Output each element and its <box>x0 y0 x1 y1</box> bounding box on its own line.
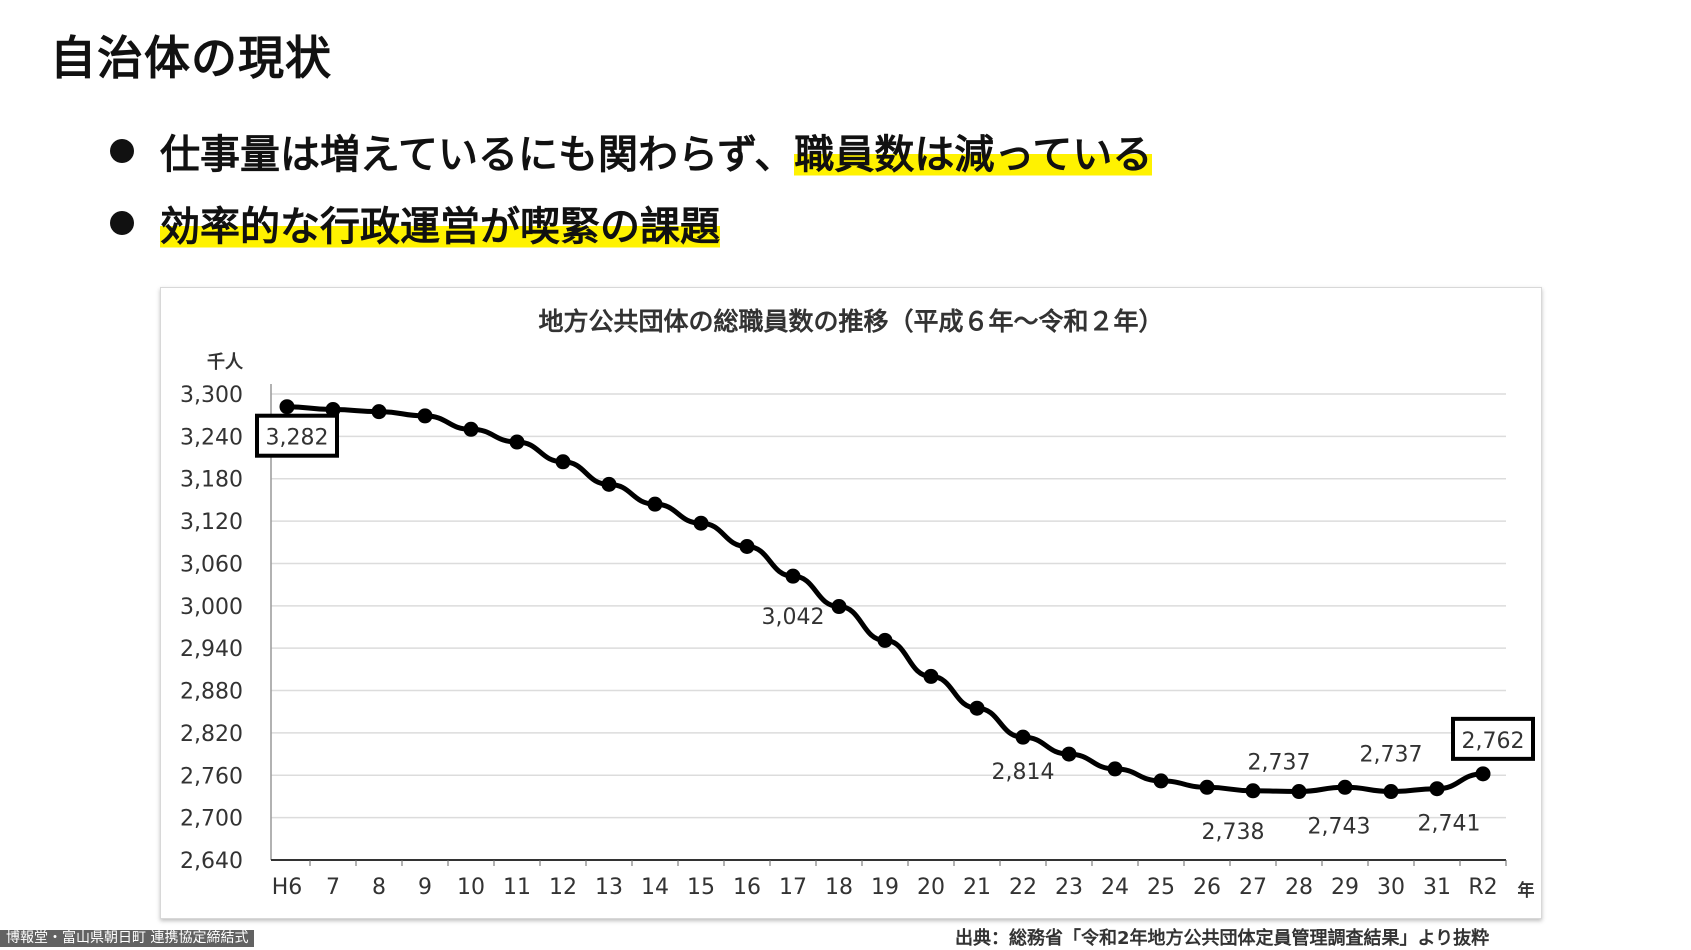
y-tick-label: 3,000 <box>180 595 243 620</box>
data-label: 2,762 <box>1462 729 1525 754</box>
x-tick-label: 31 <box>1423 875 1451 900</box>
x-tick-label: 24 <box>1101 875 1129 900</box>
x-tick-label: 21 <box>963 875 991 900</box>
data-label-box <box>255 413 339 458</box>
data-point <box>785 568 801 584</box>
y-tick-label: 2,760 <box>180 764 243 789</box>
y-tick-label: 2,940 <box>180 637 243 662</box>
data-point <box>877 632 893 648</box>
data-point <box>1153 773 1169 789</box>
data-point <box>509 434 525 450</box>
data-point <box>1383 784 1399 800</box>
data-point <box>831 599 847 615</box>
bullet-1-highlight: 職員数は減っている <box>794 122 1153 180</box>
data-label: 2,814 <box>992 760 1055 785</box>
source-note: 出典：総務省「令和2年地方公共団体定員管理調査結果」より抜粋 <box>955 928 1490 949</box>
data-point <box>1107 761 1123 777</box>
y-tick-label: 3,180 <box>180 468 243 493</box>
x-tick-label: 19 <box>871 875 899 900</box>
video-caption: 博報堂・富山県朝日町 連携協定締結式 <box>0 930 255 947</box>
bullet-2: 効率的な行政運営が喫緊の課題 <box>110 194 720 252</box>
data-point <box>1199 779 1215 795</box>
data-point <box>1245 783 1261 799</box>
y-tick-label: 2,820 <box>180 722 243 747</box>
x-tick-label: 20 <box>917 875 945 900</box>
x-tick-label: 10 <box>457 875 485 900</box>
slide-title: 自治体の現状 <box>50 31 332 85</box>
chart-title: 地方公共団体の総職員数の推移（平成６年～令和２年） <box>538 307 1163 336</box>
x-tick-label: 30 <box>1377 875 1405 900</box>
x-tick-label: 13 <box>595 875 623 900</box>
data-label: 2,737 <box>1248 751 1311 776</box>
data-point <box>325 402 341 418</box>
data-point <box>1475 766 1491 782</box>
x-tick-label: 15 <box>687 875 715 900</box>
data-point <box>923 668 939 684</box>
y-tick-label: 2,700 <box>180 807 243 832</box>
x-axis-unit-label: 年 <box>1518 880 1535 901</box>
bullet-2-highlight: 効率的な行政運営が喫緊の課題 <box>160 194 720 252</box>
x-tick-label: 11 <box>503 875 531 900</box>
chart-card: 地方公共団体の総職員数の推移（平成６年～令和２年） 千人 3,300 3,240 3,1… <box>160 287 1542 919</box>
data-point <box>371 404 387 420</box>
x-tick-label: H6 <box>272 875 303 900</box>
data-point <box>417 408 433 424</box>
y-tick-label: 3,300 <box>180 383 243 408</box>
x-tick-label: 12 <box>549 875 577 900</box>
bullet-dot-icon <box>110 139 134 163</box>
y-tick-label: 3,060 <box>180 552 243 577</box>
data-label: 2,738 <box>1202 820 1265 845</box>
x-tick-label: 16 <box>733 875 761 900</box>
data-point <box>693 515 709 531</box>
x-tick-label: 8 <box>372 875 386 900</box>
x-tick-label: 9 <box>418 875 432 900</box>
bullet-1-text: 仕事量は増えているにも関わらず、 <box>160 132 795 178</box>
data-point <box>969 700 985 716</box>
x-tick-label: 26 <box>1193 875 1221 900</box>
data-label: 2,741 <box>1418 812 1481 837</box>
data-point <box>739 539 755 555</box>
series-line <box>286 404 1484 795</box>
y-tick-label: 3,120 <box>180 510 243 535</box>
data-point <box>1429 781 1445 797</box>
x-tick-label: 22 <box>1009 875 1037 900</box>
x-tick-label: 29 <box>1331 875 1359 900</box>
x-tick-label: 23 <box>1055 875 1083 900</box>
data-point <box>555 454 571 470</box>
data-point <box>647 496 663 512</box>
x-tick-label: 17 <box>779 875 807 900</box>
x-tick-label: 25 <box>1147 875 1175 900</box>
x-tick-label: 14 <box>641 875 669 900</box>
data-point <box>1061 746 1077 762</box>
data-label-box <box>1451 716 1535 761</box>
x-tick-label: 28 <box>1285 875 1313 900</box>
bullet-dot-icon <box>110 211 134 235</box>
x-tick-label: 7 <box>326 875 340 900</box>
y-axis-unit-label: 千人 <box>207 352 244 373</box>
data-point <box>463 421 479 437</box>
data-label: 2,737 <box>1360 743 1423 768</box>
data-point <box>601 476 617 492</box>
y-tick-label: 2,880 <box>180 680 243 705</box>
data-point <box>1291 784 1307 800</box>
x-tick-label: 18 <box>825 875 853 900</box>
data-label: 3,282 <box>266 426 329 451</box>
x-tick-label: R2 <box>1468 875 1497 900</box>
y-tick-label: 2,640 <box>180 849 243 874</box>
x-tick-label: 27 <box>1239 875 1267 900</box>
data-point <box>1015 729 1031 745</box>
data-label: 2,743 <box>1308 814 1371 839</box>
data-point <box>1337 779 1353 795</box>
y-tick-label: 3,240 <box>180 425 243 450</box>
line-chart: 地方公共団体の総職員数の推移（平成６年～令和２年） 千人 3,300 3,240 3,1… <box>180 307 1535 901</box>
bullet-1: 仕事量は増えているにも関わらず、 職員数は減っている <box>110 122 1153 180</box>
data-point <box>279 399 295 415</box>
data-label: 3,042 <box>762 605 825 630</box>
